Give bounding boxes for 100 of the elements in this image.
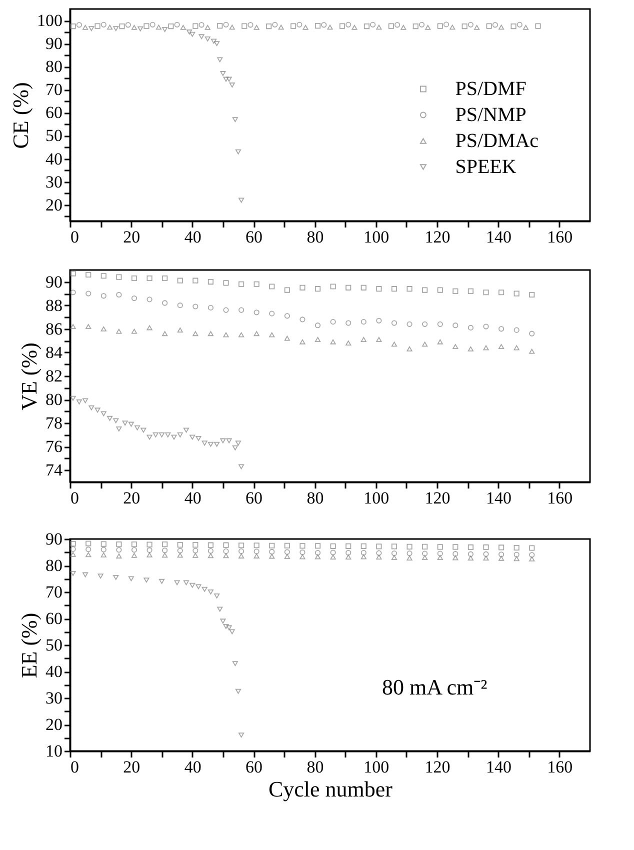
point <box>422 321 428 327</box>
point <box>177 328 183 333</box>
point <box>437 287 443 293</box>
x-tick-label: 100 <box>364 758 390 776</box>
x-tick-label: 120 <box>424 758 450 776</box>
point <box>269 548 275 555</box>
point <box>165 432 171 438</box>
point <box>406 544 412 550</box>
point <box>376 318 382 324</box>
point <box>483 324 489 330</box>
point <box>269 554 275 559</box>
point <box>388 23 394 29</box>
y-tick-label: 90 <box>46 34 62 54</box>
point <box>220 71 226 76</box>
point <box>131 328 138 334</box>
point <box>300 339 306 344</box>
point <box>70 570 76 576</box>
point <box>119 23 125 30</box>
point <box>360 319 366 325</box>
x-tick-label: 140 <box>486 758 512 776</box>
point <box>226 625 232 630</box>
point <box>131 295 138 302</box>
point <box>514 556 520 562</box>
point <box>474 24 480 30</box>
point <box>223 22 229 28</box>
point <box>314 550 321 556</box>
x-tick-label: 40 <box>184 488 202 508</box>
point <box>376 286 382 292</box>
point <box>360 337 366 342</box>
point <box>498 24 504 30</box>
point <box>138 26 144 32</box>
point <box>284 549 290 555</box>
point <box>514 552 520 558</box>
point <box>146 552 152 558</box>
point <box>100 326 106 332</box>
x-tick-label: 0 <box>70 758 79 776</box>
point <box>468 324 474 330</box>
point <box>391 544 398 550</box>
y-tick-label: 80 <box>46 556 62 575</box>
point <box>192 278 198 284</box>
point <box>314 23 321 29</box>
point <box>122 420 128 426</box>
point <box>98 574 104 579</box>
point <box>198 22 204 28</box>
point <box>113 418 119 424</box>
point <box>220 438 226 444</box>
point <box>183 580 190 586</box>
y-axis-title: VE (%) <box>16 342 42 410</box>
point <box>483 551 489 557</box>
point <box>468 556 474 561</box>
point <box>76 399 82 404</box>
point <box>266 23 272 30</box>
point <box>300 284 306 290</box>
point <box>214 41 220 46</box>
point <box>131 24 138 30</box>
point <box>514 290 520 296</box>
point <box>100 552 106 558</box>
point <box>192 23 198 29</box>
point <box>196 436 202 441</box>
y-axis-title: EE (%) <box>16 612 42 678</box>
point <box>346 340 352 346</box>
legend-label: PS/DMF <box>455 78 526 100</box>
x-tick-label: 160 <box>547 488 573 508</box>
point <box>128 422 134 427</box>
point <box>100 273 106 279</box>
y-tick-label: 88 <box>46 296 62 315</box>
y-tick-label: 100 <box>37 11 62 30</box>
point <box>422 544 428 550</box>
point <box>190 582 196 588</box>
point <box>346 543 352 549</box>
point <box>131 547 138 553</box>
point <box>468 544 474 550</box>
point <box>100 22 106 28</box>
point <box>406 556 412 561</box>
point <box>468 288 474 294</box>
point <box>514 544 520 551</box>
x-tick-label: 60 <box>246 228 263 246</box>
point <box>144 578 150 583</box>
point <box>150 22 156 28</box>
point <box>128 576 134 582</box>
point <box>223 76 229 82</box>
point <box>360 550 366 556</box>
point <box>529 292 535 298</box>
point <box>131 275 138 282</box>
point <box>391 550 398 556</box>
y-tick-label: 10 <box>46 742 62 760</box>
point <box>223 542 229 548</box>
y-tick-label: 50 <box>46 636 62 654</box>
point <box>529 552 535 558</box>
point <box>106 24 113 30</box>
point <box>235 688 242 694</box>
point <box>272 22 278 28</box>
point <box>254 24 260 30</box>
point <box>314 554 321 560</box>
point <box>171 434 177 440</box>
point <box>314 322 321 328</box>
point <box>391 555 398 560</box>
point <box>70 396 76 401</box>
point <box>360 543 366 549</box>
point <box>70 270 76 276</box>
